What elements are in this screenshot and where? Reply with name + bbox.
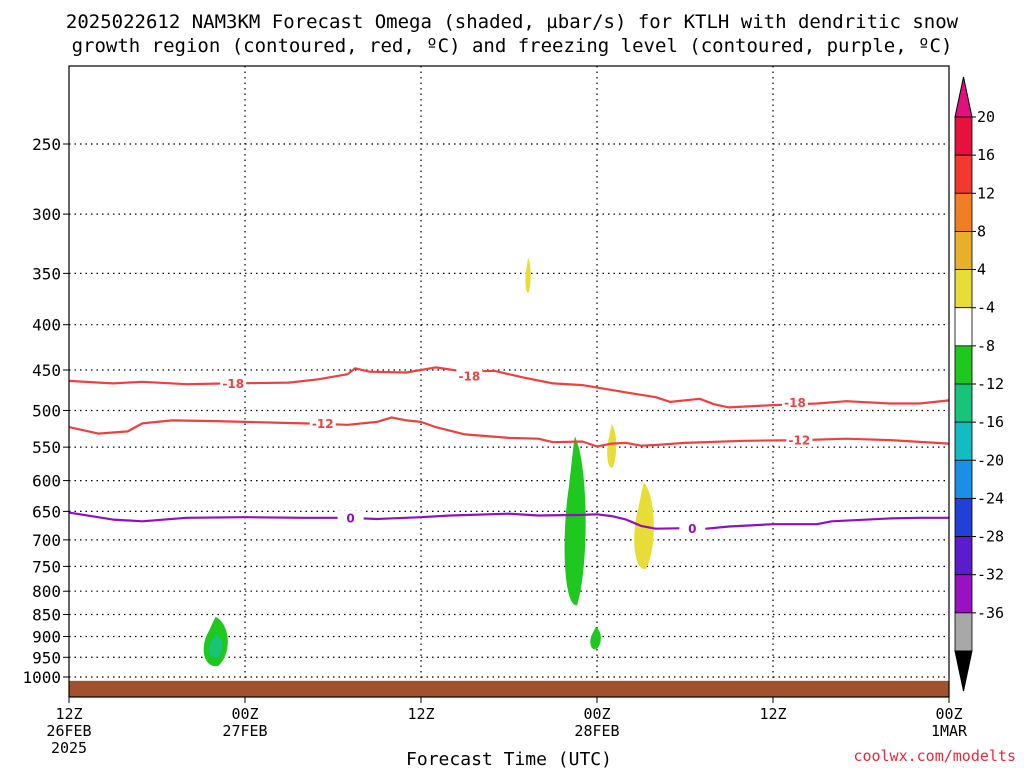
colorbar-segment — [954, 345, 973, 385]
colorbar-label: 16 — [977, 146, 995, 164]
y-tick-label: 400 — [32, 316, 61, 335]
colorbar-segment — [954, 116, 973, 156]
x-tick-label: 26FEB — [46, 722, 91, 740]
x-tick-label: 12Z — [55, 705, 82, 723]
colorbar-segment — [954, 612, 973, 652]
y-tick-label: 1000 — [22, 668, 61, 687]
colorbar-segment — [954, 231, 973, 270]
chart-title-line1: 2025022612 NAM3KM Forecast Omega (shaded… — [66, 11, 959, 33]
colorbar-label: -4 — [977, 299, 995, 317]
colorbar-segment — [954, 192, 973, 232]
y-tick-label: 450 — [32, 361, 61, 380]
colorbar-label: 8 — [977, 222, 986, 240]
contour-label: 0 — [346, 511, 354, 525]
x-axis-label: Forecast Time (UTC) — [406, 749, 612, 768]
omega-shaded-region — [590, 626, 601, 650]
y-tick-label: 900 — [32, 627, 61, 646]
colorbar-label: -36 — [977, 604, 1004, 622]
y-tick-label: 800 — [32, 582, 61, 601]
omega-shaded-region — [564, 436, 586, 606]
colorbar-bottom-arrow — [954, 650, 973, 692]
colorbar-segment — [954, 574, 973, 614]
y-tick-label: 750 — [32, 557, 61, 576]
plot-background — [69, 66, 949, 697]
colorbar-segment — [954, 459, 973, 499]
y-tick-label: 550 — [32, 438, 61, 457]
colorbar-segment — [954, 383, 973, 423]
colorbar-segment — [954, 498, 973, 537]
colorbar: 20 16 12 8 4 -4 -8 -12 -16 -20 -24 -28 -32 -36 — [954, 76, 1004, 692]
colorbar-segment — [954, 307, 973, 347]
colorbar-label: -24 — [977, 489, 1004, 507]
y-tick-label: 250 — [32, 135, 61, 154]
colorbar-label: -16 — [977, 413, 1004, 431]
colorbar-segment — [954, 154, 973, 194]
y-tick-label: 950 — [32, 648, 61, 667]
plot-frame — [68, 65, 950, 698]
x-tick-label: 28FEB — [574, 722, 619, 740]
y-tick-label: 850 — [32, 606, 61, 625]
x-tick-label: 12Z — [759, 705, 786, 723]
y-tick-label: 600 — [32, 472, 61, 491]
credit-text: coolwx.com/modelts — [853, 747, 1016, 765]
colorbar-label: -32 — [977, 566, 1004, 584]
colorbar-segment — [954, 536, 973, 576]
x-tick-label: 12Z — [407, 705, 434, 723]
colorbar-label: -8 — [977, 337, 995, 355]
contour-label: -12 — [789, 434, 811, 448]
contour-label-bg — [786, 433, 813, 448]
colorbar-segment — [954, 421, 973, 461]
colorbar-label: 12 — [977, 184, 995, 202]
x-tick-label: 00Z — [583, 705, 610, 723]
colorbar-segment — [954, 269, 973, 309]
y-tick-label: 500 — [32, 402, 61, 421]
contour-label-bg — [456, 368, 483, 383]
colorbar-label: -12 — [977, 375, 1004, 393]
contour-label-bg — [679, 521, 706, 536]
contour-label-bg — [309, 416, 336, 431]
contour-label: -18 — [459, 369, 481, 383]
ground-strip — [69, 680, 949, 697]
colorbar-label: 4 — [977, 261, 986, 279]
x-tick-label: 00Z — [231, 705, 258, 723]
colorbar-label: 20 — [977, 108, 995, 126]
contour-label: -18 — [222, 377, 244, 391]
y-tick-label: 300 — [32, 205, 61, 224]
contour-label: -12 — [312, 417, 334, 431]
y-tick-label: 650 — [32, 502, 61, 521]
omega-shaded-region — [607, 424, 617, 468]
contour-label-bg — [782, 395, 808, 410]
colorbar-label: -20 — [977, 451, 1004, 469]
colorbar-top-arrow — [954, 76, 973, 118]
y-tick-label: 700 — [32, 531, 61, 550]
contour-line — [68, 511, 949, 531]
contour-label: -18 — [784, 396, 806, 410]
omega-shaded-region — [208, 634, 223, 658]
colorbar-label: -28 — [977, 528, 1004, 546]
contour-label: 0 — [688, 522, 696, 536]
x-tick-label: 2025 — [51, 739, 87, 757]
x-tick-label: 27FEB — [222, 722, 267, 740]
contour-label-bg — [337, 510, 364, 525]
plot-area: 250 300 350 400 450 500 550 600 650 700 750 800 850 9… — [22, 65, 968, 757]
omega-shaded-region — [525, 257, 531, 293]
contour-label-bg — [220, 376, 247, 391]
contour-line — [68, 416, 950, 448]
chart-title-line2: growth region (contoured, red, ºC) and f… — [72, 35, 953, 57]
x-tick-label: 00Z — [935, 705, 962, 723]
x-tick-label: 1MAR — [931, 722, 968, 740]
y-tick-label: 350 — [32, 264, 61, 283]
